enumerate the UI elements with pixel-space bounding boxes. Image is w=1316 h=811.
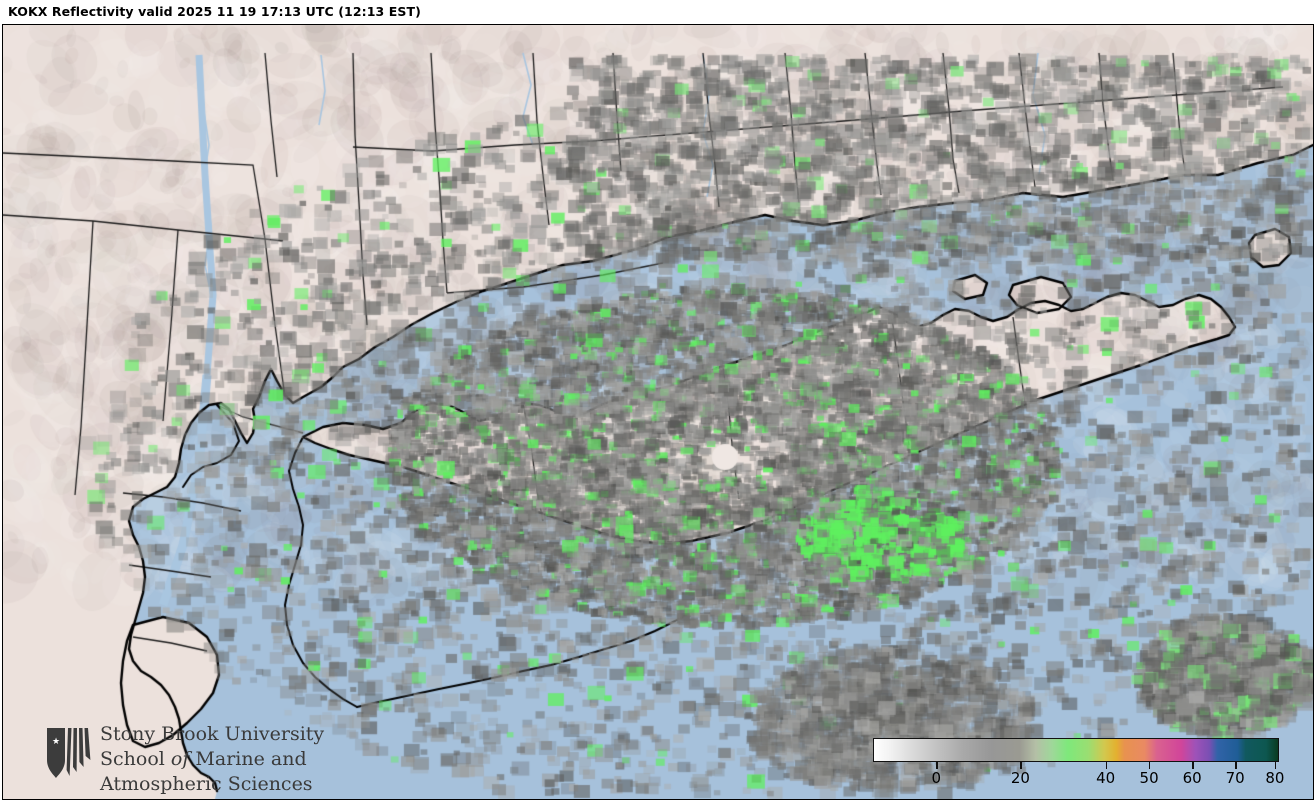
reflectivity-colorbar: 0 20 40 50 60 70 80	[873, 738, 1285, 799]
colorbar-tick-label: 0	[931, 769, 942, 787]
logo-line-3: Atmospheric Sciences	[100, 773, 313, 795]
colorbar-tick	[1235, 762, 1237, 769]
sbu-logo: ★ Stony Brook University School of Marin…	[45, 722, 324, 799]
title-bar: KOKX Reflectivity valid 2025 11 19 17:13…	[0, 0, 1316, 24]
colorbar-tick	[1274, 762, 1277, 769]
page-title: KOKX Reflectivity valid 2025 11 19 17:13…	[8, 4, 421, 19]
colorbar-gradient	[874, 739, 1278, 761]
colorbar-tick	[1149, 762, 1151, 769]
colorbar-tick	[1020, 762, 1022, 769]
logo-line-2: School of Marine and	[100, 748, 307, 770]
shield-icon: ★	[47, 728, 91, 778]
colorbar-tick-label: 50	[1139, 769, 1159, 787]
colorbar-tick	[936, 762, 938, 769]
radar-map-canvas[interactable]	[3, 25, 1313, 799]
colorbar-tick-label: 60	[1182, 769, 1202, 787]
svg-text:★: ★	[52, 737, 60, 747]
colorbar-tick-label: 20	[1010, 769, 1030, 787]
colorbar-tick-label: 70	[1225, 769, 1245, 787]
colorbar-tick-label: 40	[1096, 769, 1116, 787]
colorbar-tick	[1105, 762, 1108, 769]
map-frame[interactable]: 0 20 40 50 60 70 80 ★ Stony Brook University	[2, 24, 1314, 800]
colorbar-tick	[1192, 762, 1194, 769]
colorbar-bar	[873, 738, 1279, 762]
logo-line-1: Stony Brook University	[100, 723, 325, 745]
colorbar-tick-label: 80	[1265, 769, 1285, 787]
sbu-logo-text: Stony Brook University School of Marine …	[100, 722, 325, 797]
